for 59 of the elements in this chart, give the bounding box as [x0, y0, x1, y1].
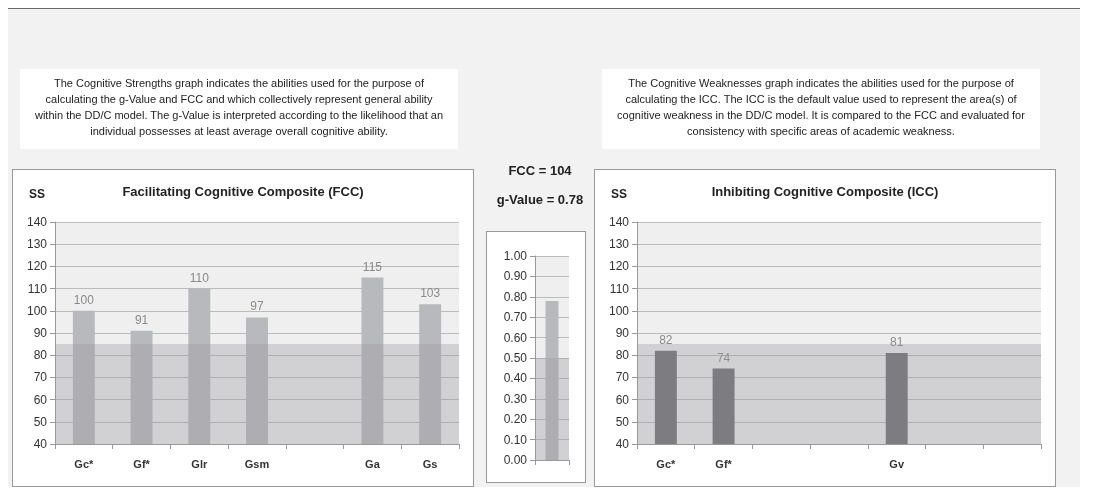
data-label: 74: [716, 350, 731, 365]
x-tick-label: Gf*: [133, 457, 151, 470]
y-tick-label: 70: [33, 370, 48, 385]
y-tick-label: 60: [33, 392, 48, 407]
y-tick-label: 0.50: [503, 351, 528, 365]
y-tick-label: 0.90: [503, 269, 528, 284]
y-tick-label: 140: [608, 215, 630, 229]
x-tick-label: Gv: [889, 457, 905, 470]
y-tick-label: 130: [608, 237, 630, 252]
x-tick-label: Gs: [422, 457, 438, 470]
chart-title: Inhibiting Cognitive Composite (ICC): [711, 184, 939, 199]
y-axis-title: SS: [610, 187, 627, 201]
y-tick-label: 0.30: [503, 391, 528, 406]
y-tick-label: 110: [609, 281, 630, 296]
data-label: 97: [250, 299, 264, 314]
text: The Cognitive Weaknesses graph indicates the abilities used for the purpose of calculating the ICC. The ICC is the default value used to represent the area(s) of cognitive weakness in the DD/C model. It is compared to the FCC and evaluated for consistency with specific areas of academic weakness.: [602, 69, 1040, 149]
y-tick-label: 120: [26, 259, 48, 274]
y-tick-label: 90: [33, 326, 48, 340]
y-tick-label: 0.10: [503, 432, 528, 447]
x-tick-label: Gsm: [244, 457, 270, 470]
data-label: 91: [134, 312, 149, 327]
y-tick-label: 80: [33, 348, 48, 363]
x-tick-label: Glr: [191, 457, 208, 470]
data-label: 81: [890, 334, 904, 349]
y-tick-label: 50: [33, 414, 48, 429]
y-tick-label: 110: [27, 281, 48, 296]
y-tick-label: 50: [615, 414, 630, 429]
y-tick-label: 1.00: [503, 249, 528, 263]
data-label: 82: [659, 332, 673, 347]
x-tick-label: Gf*: [715, 457, 733, 470]
y-tick-label: 140: [26, 215, 48, 229]
y-tick-label: 120: [608, 259, 630, 274]
data-label: 103: [420, 286, 441, 301]
y-tick-label: 40: [615, 437, 630, 451]
y-tick-label: 90: [615, 326, 630, 340]
data-label: 100: [73, 292, 95, 307]
y-axis-title: SS: [28, 187, 45, 201]
data-label: 115: [362, 259, 383, 274]
y-tick-label: 60: [615, 392, 630, 407]
text: The Cognitive Strengths graph indicates the abilities used for the purpose of calculating the g-Value and FCC and which collectively represent general ability within the DD/C model. The g-Value is interpreted according to the likelihood that an individual possesses at least average overall cognitive ability.: [20, 69, 458, 149]
y-tick-label: 0.80: [503, 289, 528, 304]
y-tick-label: 0.70: [503, 310, 528, 325]
y-tick-label: 100: [26, 303, 48, 318]
data-label: 110: [189, 270, 210, 285]
y-tick-label: 0.00: [503, 453, 528, 467]
y-tick-label: 40: [33, 437, 48, 451]
y-tick-label: 0.60: [503, 330, 528, 345]
y-tick-label: 80: [615, 348, 630, 363]
x-tick-label: Gc*: [656, 457, 677, 470]
y-tick-label: 70: [615, 370, 630, 385]
chart-title: Facilitating Cognitive Composite (FCC): [122, 184, 364, 199]
x-tick-label: Ga: [365, 457, 381, 470]
y-tick-label: 100: [608, 303, 630, 318]
x-tick-label: Gc*: [74, 457, 95, 470]
chart-title: FCC = 104: [507, 163, 573, 178]
y-tick-label: 0.20: [503, 412, 528, 427]
chart-subtitle: g-Value = 0.78: [495, 192, 585, 207]
y-tick-label: 0.40: [503, 371, 528, 386]
y-tick-label: 130: [26, 237, 48, 252]
